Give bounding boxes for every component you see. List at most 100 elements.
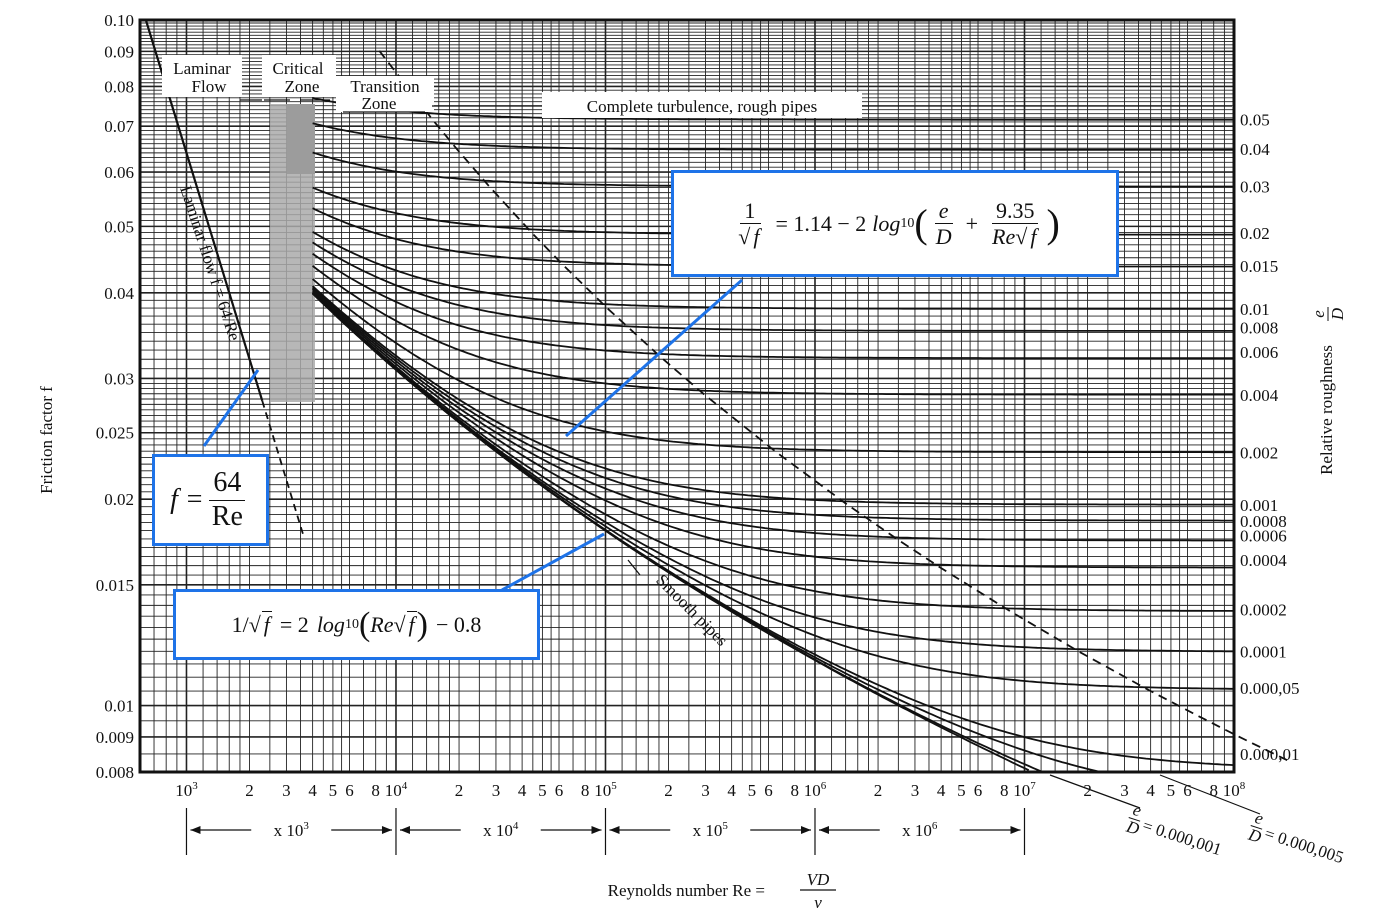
y-tick-label: 0.09 — [104, 42, 134, 61]
y-tick-label: 0.03 — [104, 369, 134, 388]
laminar-equation-box: f = 64 Re — [152, 454, 269, 546]
y-tick-label: 0.015 — [96, 576, 134, 595]
smooth-f2: f — [406, 611, 417, 637]
roughness-label: 0.002 — [1240, 443, 1278, 462]
roughness-curve-line — [312, 122, 1234, 151]
x-tick-label: 2 — [1083, 781, 1092, 800]
roughness-curve-line — [311, 292, 1042, 773]
x-tick-label: 6 — [764, 781, 773, 800]
y-tick-label: 0.08 — [104, 77, 134, 96]
smooth-lhs: 1/ — [231, 611, 249, 637]
colebrook-one: 1 — [740, 198, 760, 224]
x-tick-label: 4 — [727, 781, 736, 800]
roughness-label: 0.000,01 — [1240, 745, 1300, 764]
colebrook-lhs: 1 √ f — [734, 198, 765, 250]
arrow-left-icon — [399, 826, 410, 834]
x-tick-label: 6 — [345, 781, 354, 800]
x-tick-label: 3 — [1120, 781, 1129, 800]
smooth-base: 10 — [344, 616, 359, 632]
sqrt-icon: √ — [248, 611, 261, 637]
smooth-end: − 0.8 — [436, 611, 482, 637]
smooth-equation-box: 1/√ f = 2 log 10 ( Re √ f ) − 0.8 — [173, 589, 540, 660]
roughness-curve-line — [312, 265, 1234, 396]
ed-bar — [1128, 817, 1141, 822]
arrow-left-icon — [609, 826, 620, 834]
x-tick-label: 8 — [581, 781, 590, 800]
x-tick-label: 108 — [1223, 780, 1246, 800]
ed-000001-label: eD= 0.000,001 — [1123, 800, 1224, 859]
x-tick-label: 3 — [911, 781, 920, 800]
x-tick-label: 8 — [371, 781, 380, 800]
sqrt-icon: √ — [1015, 224, 1028, 249]
smooth-mid: = 2 — [279, 611, 309, 637]
laminar-eq-lhs: f = — [170, 484, 204, 515]
roughness-label: 0.0008 — [1240, 512, 1287, 531]
smooth-pipes-arrow — [627, 559, 641, 576]
smooth-f: f — [261, 611, 272, 637]
laminar-flow-label: Laminar — [173, 59, 231, 78]
laminar-label-bg — [162, 55, 242, 97]
turbulence-label-bg — [542, 92, 862, 118]
roughness-curve-line — [312, 252, 1234, 360]
x-axis-title-num: VD — [807, 870, 830, 889]
y-tick-label: 0.05 — [104, 217, 134, 236]
colebrook-e: e — [934, 198, 953, 224]
x-tick-label: 3 — [701, 781, 710, 800]
laminar-eq-fraction: 64 Re — [208, 467, 247, 532]
transition-label-bg — [336, 76, 434, 112]
colebrook-base: 10 — [900, 215, 915, 231]
critical-label-bg — [262, 55, 336, 97]
arrow-left-icon — [190, 826, 201, 834]
colebrook-equation-box: 1 √ f = 1.14 − 2 log 10 ( e D + 9.35 Re√ f … — [671, 170, 1119, 277]
y-tick-label: 0.009 — [96, 728, 134, 747]
x-axis-title-den: ν — [814, 893, 822, 912]
roughness-label: 0.0002 — [1240, 601, 1287, 620]
ed-000001-leader — [1049, 774, 1141, 809]
smooth-Re: Re — [370, 611, 394, 637]
arrow-left-icon — [818, 826, 829, 834]
y-tick-label: 0.02 — [104, 490, 134, 509]
roughness-label: 0.0006 — [1240, 527, 1287, 546]
x-tick-label: 4 — [937, 781, 946, 800]
x-tick-label: 5 — [748, 781, 757, 800]
x-tick-label: 2 — [874, 781, 883, 800]
right-paren-icon: ) — [1046, 200, 1060, 246]
ed-bar — [1250, 825, 1263, 830]
roughness-label: 0.04 — [1240, 140, 1270, 159]
x-tick-label: 4 — [1146, 781, 1155, 800]
roughness-label: 0.03 — [1240, 177, 1270, 196]
y-axis-title: Friction factor f — [37, 386, 56, 494]
x-tick-label: 6 — [1183, 781, 1192, 800]
x-tick-label: 6 — [974, 781, 983, 800]
smooth-log: log — [316, 611, 345, 637]
laminar-eq-num: 64 — [209, 467, 246, 501]
colebrook-sqrt-f: f — [751, 223, 762, 249]
ed-000005-leader — [1159, 774, 1261, 815]
x-tick-label: 5 — [957, 781, 966, 800]
x-tick-label: 2 — [455, 781, 464, 800]
roughness-label: 0.05 — [1240, 110, 1270, 129]
colebrook-plus: + — [965, 210, 979, 236]
roughness-curve-line — [312, 241, 1234, 332]
roughness-curve-line — [311, 292, 1234, 653]
colebrook-num: 9.35 — [991, 198, 1039, 224]
decade-arrow-label: x 103 — [274, 820, 310, 840]
decade-arrow-label: x 105 — [693, 820, 729, 840]
colebrook-D: D — [935, 224, 952, 249]
sqrt-icon: √ — [393, 611, 406, 637]
smooth-pipe-curve — [311, 292, 1030, 772]
x-tick-label: 5 — [329, 781, 338, 800]
critical-zone-label: Critical — [273, 59, 324, 78]
complete-turbulence-boundary — [378, 50, 1290, 762]
transition-zone-label: Transition — [350, 77, 420, 96]
x-tick-label: 106 — [804, 780, 827, 800]
colebrook-leader-line — [565, 278, 743, 438]
roughness-label: 0.0001 — [1240, 642, 1287, 661]
x-tick-label: 2 — [245, 781, 254, 800]
y2-axis-title-den: D — [1328, 307, 1347, 321]
arrow-right-icon — [591, 826, 602, 834]
left-paren-icon: ( — [358, 605, 371, 643]
roughness-label: 0.015 — [1240, 257, 1278, 276]
y-tick-label: 0.01 — [104, 697, 134, 716]
x-tick-label: 105 — [594, 780, 617, 800]
